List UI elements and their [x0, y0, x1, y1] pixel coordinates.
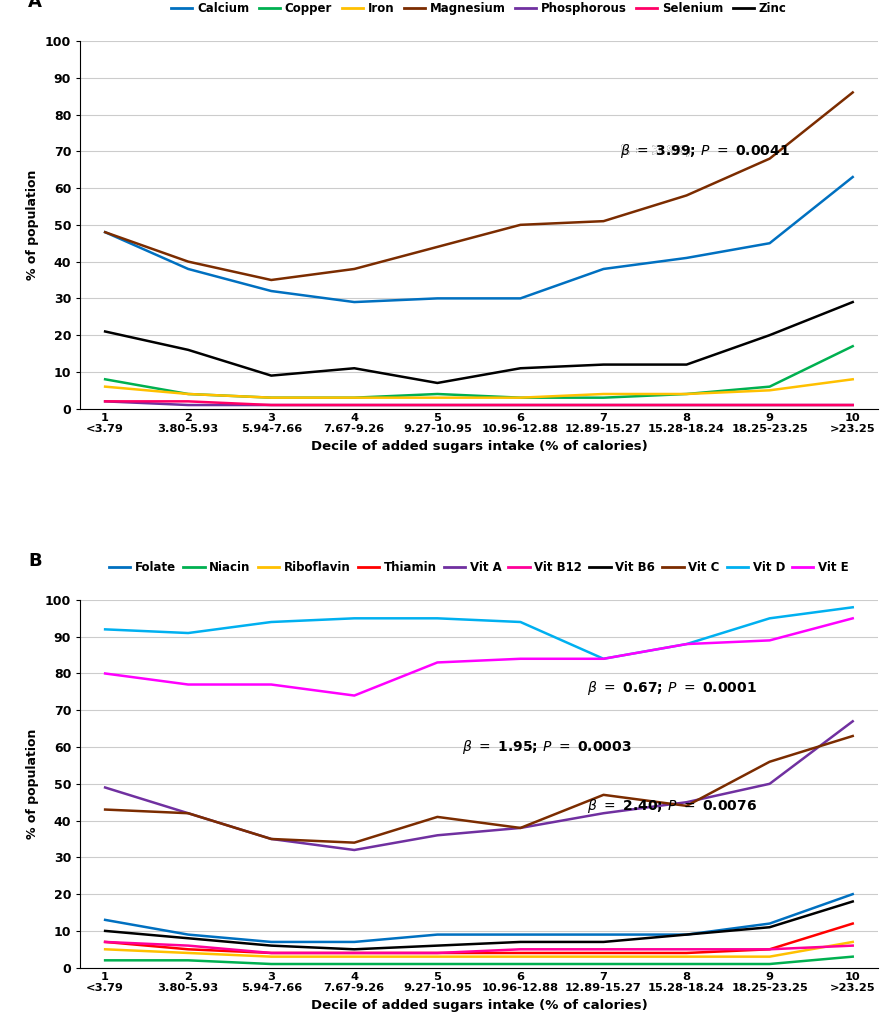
Text: B: B	[29, 552, 42, 570]
X-axis label: Decile of added sugars intake (% of calories): Decile of added sugars intake (% of calo…	[311, 440, 647, 453]
Y-axis label: % of population: % of population	[27, 170, 39, 280]
Text: A: A	[29, 0, 42, 11]
Text: $\beta$ $=$ 3.99; $\it{P}$ $=$ 0.0041: $\beta$ $=$ 3.99; $\it{P}$ $=$ 0.0041	[620, 142, 790, 161]
Y-axis label: % of population: % of population	[27, 729, 39, 839]
Text: ß = 3.99;: ß = 3.99;	[620, 144, 696, 159]
X-axis label: Decile of added sugars intake (% of calories): Decile of added sugars intake (% of calo…	[311, 999, 647, 1012]
Legend: Calcium, Copper, Iron, Magnesium, Phosphorous, Selenium, Zinc: Calcium, Copper, Iron, Magnesium, Phosph…	[167, 0, 791, 19]
Text: $\beta$ $=$ 1.95; $\it{P}$ $=$ 0.0003: $\beta$ $=$ 1.95; $\it{P}$ $=$ 0.0003	[462, 738, 632, 756]
Text: ß = 3.99;: ß = 3.99;	[620, 144, 696, 159]
Text: $\beta$ $=$ 0.67; $\it{P}$ $=$ 0.0001: $\beta$ $=$ 0.67; $\it{P}$ $=$ 0.0001	[587, 679, 756, 697]
Legend: Folate, Niacin, Riboflavin, Thiamin, Vit A, Vit B12, Vit B6, Vit C, Vit D, Vit E: Folate, Niacin, Riboflavin, Thiamin, Vit…	[104, 556, 854, 579]
Text: $\beta$ $=$ 2.40; $\it{P}$ $=$ 0.0076: $\beta$ $=$ 2.40; $\it{P}$ $=$ 0.0076	[587, 797, 757, 815]
